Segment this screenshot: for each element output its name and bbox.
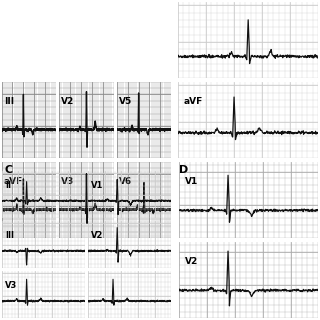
- Text: V3: V3: [5, 281, 17, 290]
- Text: V3: V3: [61, 177, 75, 186]
- Text: II: II: [5, 180, 11, 189]
- Text: V6: V6: [119, 177, 132, 186]
- Text: V1: V1: [91, 180, 104, 189]
- Text: III: III: [5, 231, 14, 240]
- Text: V2: V2: [185, 258, 198, 267]
- Text: V1: V1: [185, 178, 198, 187]
- Text: aVF: aVF: [4, 177, 23, 186]
- Text: V2: V2: [61, 97, 75, 106]
- Text: III: III: [4, 97, 14, 106]
- Text: D: D: [179, 165, 188, 175]
- Text: V2: V2: [91, 231, 104, 240]
- Text: aVF: aVF: [183, 97, 203, 106]
- Text: C: C: [5, 165, 13, 175]
- Text: V5: V5: [119, 97, 132, 106]
